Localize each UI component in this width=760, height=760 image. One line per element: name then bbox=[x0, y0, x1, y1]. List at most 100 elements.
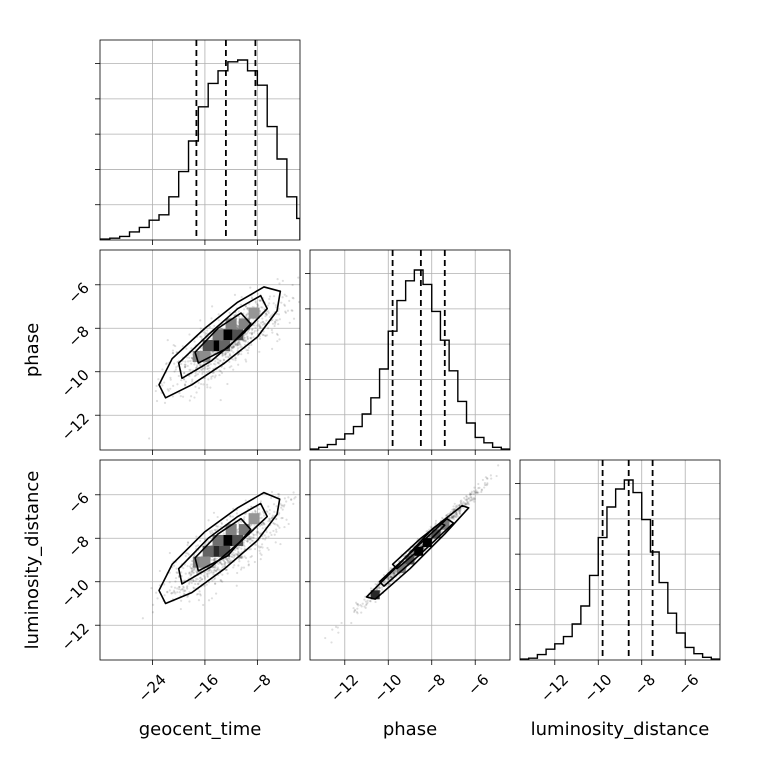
scatter-point bbox=[185, 586, 189, 589]
scatter-point bbox=[253, 329, 257, 332]
panels: −12−10−8−6−24 −16 −8−12−10−8−6−12 −10 −8 −6 −1… bbox=[58, 39, 721, 706]
scatter-point bbox=[213, 578, 216, 581]
scatter-point bbox=[237, 343, 241, 346]
scatter-point bbox=[239, 556, 242, 560]
scatter-point bbox=[440, 530, 443, 533]
scatter-point bbox=[259, 552, 262, 555]
scatter-point bbox=[213, 529, 216, 532]
scatter-point bbox=[243, 547, 246, 551]
scatter-point bbox=[256, 303, 259, 306]
scatter-point bbox=[434, 522, 437, 525]
scatter-point bbox=[222, 562, 226, 566]
scatter-point bbox=[217, 313, 220, 316]
scatter-point bbox=[477, 487, 480, 490]
scatter-point bbox=[237, 521, 240, 525]
scatter-point bbox=[199, 335, 202, 338]
scatter-point bbox=[253, 324, 256, 327]
scatter-point bbox=[222, 560, 226, 563]
scatter-point bbox=[261, 333, 264, 336]
scatter-point bbox=[181, 579, 185, 582]
scatter-point bbox=[258, 337, 262, 340]
scatter-point bbox=[233, 554, 236, 557]
scatter-point bbox=[246, 540, 249, 543]
scatter-point bbox=[210, 569, 213, 572]
scatter-point bbox=[189, 574, 192, 577]
scatter-point bbox=[235, 343, 238, 346]
scatter-point bbox=[180, 379, 183, 382]
scatter-point bbox=[215, 592, 218, 595]
scatter-point bbox=[246, 312, 249, 315]
scatter-point bbox=[220, 563, 224, 566]
scatter-point bbox=[268, 508, 271, 512]
scatter-point bbox=[217, 567, 220, 570]
scatter-point bbox=[434, 519, 438, 522]
scatter-point bbox=[221, 580, 224, 583]
scatter-point bbox=[178, 587, 181, 591]
scatter-point bbox=[245, 349, 248, 352]
scatter-point bbox=[237, 552, 240, 555]
scatter-point bbox=[166, 591, 169, 594]
scatter-point bbox=[283, 497, 286, 500]
scatter-point bbox=[470, 490, 474, 493]
y-tick-label: −6 bbox=[64, 279, 92, 307]
scatter-point bbox=[198, 593, 202, 596]
scatter-point bbox=[263, 534, 266, 537]
scatter-point bbox=[217, 525, 220, 528]
scatter-point bbox=[219, 578, 222, 582]
scatter-point bbox=[189, 571, 192, 574]
scatter-point bbox=[473, 500, 476, 503]
scatter-point bbox=[376, 587, 379, 590]
scatter-point bbox=[226, 572, 229, 575]
scatter-point bbox=[221, 352, 224, 356]
scatter-point bbox=[292, 297, 295, 300]
scatter-point bbox=[157, 378, 160, 381]
scatter-point bbox=[473, 497, 476, 500]
panel-frame bbox=[99, 249, 301, 451]
scatter-point bbox=[186, 587, 189, 590]
scatter-point bbox=[223, 561, 227, 564]
scatter-point bbox=[258, 350, 261, 353]
scatter-point bbox=[281, 296, 284, 299]
scatter-point bbox=[270, 533, 273, 537]
scatter-point bbox=[204, 366, 207, 369]
density-cell bbox=[192, 556, 204, 568]
scatter-point bbox=[459, 501, 463, 504]
scatter-point bbox=[195, 374, 198, 377]
scatter-point bbox=[381, 586, 384, 589]
scatter-point bbox=[103, 452, 105, 454]
scatter-point bbox=[240, 296, 243, 299]
scatter-point bbox=[208, 530, 212, 533]
scatter-point bbox=[185, 552, 188, 555]
scatter-point bbox=[236, 341, 239, 344]
scatter-point bbox=[463, 502, 467, 505]
scatter-point bbox=[355, 610, 359, 614]
scatter-point bbox=[195, 593, 199, 596]
scatter-point bbox=[185, 356, 189, 359]
scatter-point bbox=[214, 564, 217, 567]
scatter-point bbox=[194, 579, 197, 582]
scatter-point bbox=[190, 567, 193, 570]
scatter-point bbox=[307, 513, 309, 515]
scatter-point bbox=[176, 571, 179, 574]
scatter-point bbox=[209, 363, 212, 366]
scatter-point bbox=[337, 631, 340, 634]
scatter-point bbox=[206, 329, 209, 332]
scatter-point bbox=[214, 557, 217, 560]
scatter-point bbox=[186, 565, 189, 568]
scatter-point bbox=[459, 502, 463, 505]
scatter-point bbox=[253, 331, 256, 334]
scatter-point bbox=[221, 354, 224, 357]
x-tick-label: −10 bbox=[580, 671, 615, 706]
scatter-point bbox=[304, 500, 306, 502]
contour-level-2 bbox=[378, 517, 455, 587]
scatter-point bbox=[196, 571, 199, 574]
scatter-point bbox=[484, 476, 487, 479]
scatter-point bbox=[184, 589, 187, 593]
scatter-point bbox=[171, 352, 175, 355]
scatter-point bbox=[259, 545, 263, 548]
scatter-point bbox=[207, 599, 211, 602]
scatter-point bbox=[252, 536, 255, 539]
scatter-point bbox=[173, 362, 176, 365]
scatter-point bbox=[251, 539, 254, 542]
scatter-point bbox=[267, 548, 270, 551]
